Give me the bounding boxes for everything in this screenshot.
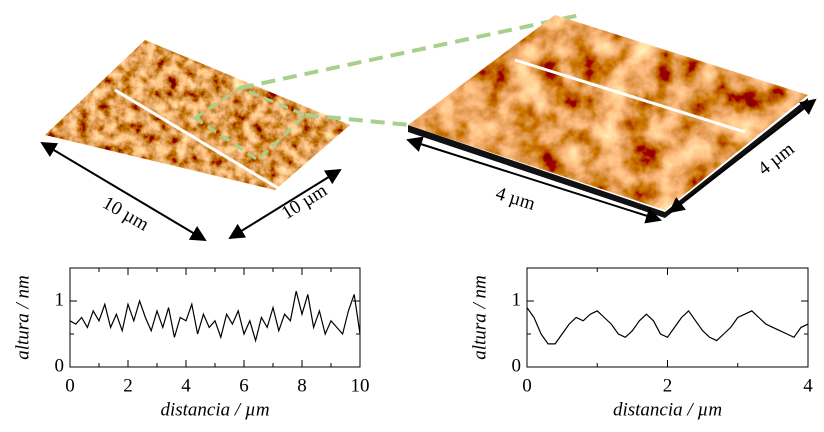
profile-line [69, 290, 361, 343]
dimension-label: 10 µm [99, 193, 153, 236]
y-tick-label: 1 [512, 289, 522, 310]
y-tick-label: 0 [55, 355, 65, 376]
x-tick-label: 2 [123, 375, 133, 396]
y-axis-label: altura / nm [469, 275, 490, 359]
x-tick-label: 8 [297, 375, 307, 396]
y-tick-label: 0 [512, 355, 522, 376]
x-tick-label: 4 [181, 375, 191, 396]
y-tick-label: 1 [55, 289, 65, 310]
dimension-label: 4 µm [754, 138, 799, 179]
afm-image-right: 4 µm 4 µm [406, 15, 817, 224]
x-tick-label: 4 [803, 375, 813, 396]
x-tick-label: 0 [65, 375, 75, 396]
x-axis-label: distancia / µm [160, 399, 269, 420]
y-axis-label: altura / nm [12, 275, 33, 359]
x-tick-label: 6 [239, 375, 249, 396]
profile-line [526, 307, 809, 345]
x-tick-label: 2 [663, 375, 673, 396]
x-axis-label: distancia / µm [613, 399, 722, 420]
zoom-line [304, 113, 411, 127]
afm-image-left: 10 µm 10 µm [40, 40, 350, 242]
x-tick-label: 0 [522, 375, 532, 396]
x-tick-label: 10 [351, 375, 370, 396]
plot-frame [526, 267, 809, 368]
zoom-line [239, 13, 581, 90]
dimension-label: 4 µm [493, 183, 538, 215]
dimension-label: 10 µm [278, 180, 331, 224]
